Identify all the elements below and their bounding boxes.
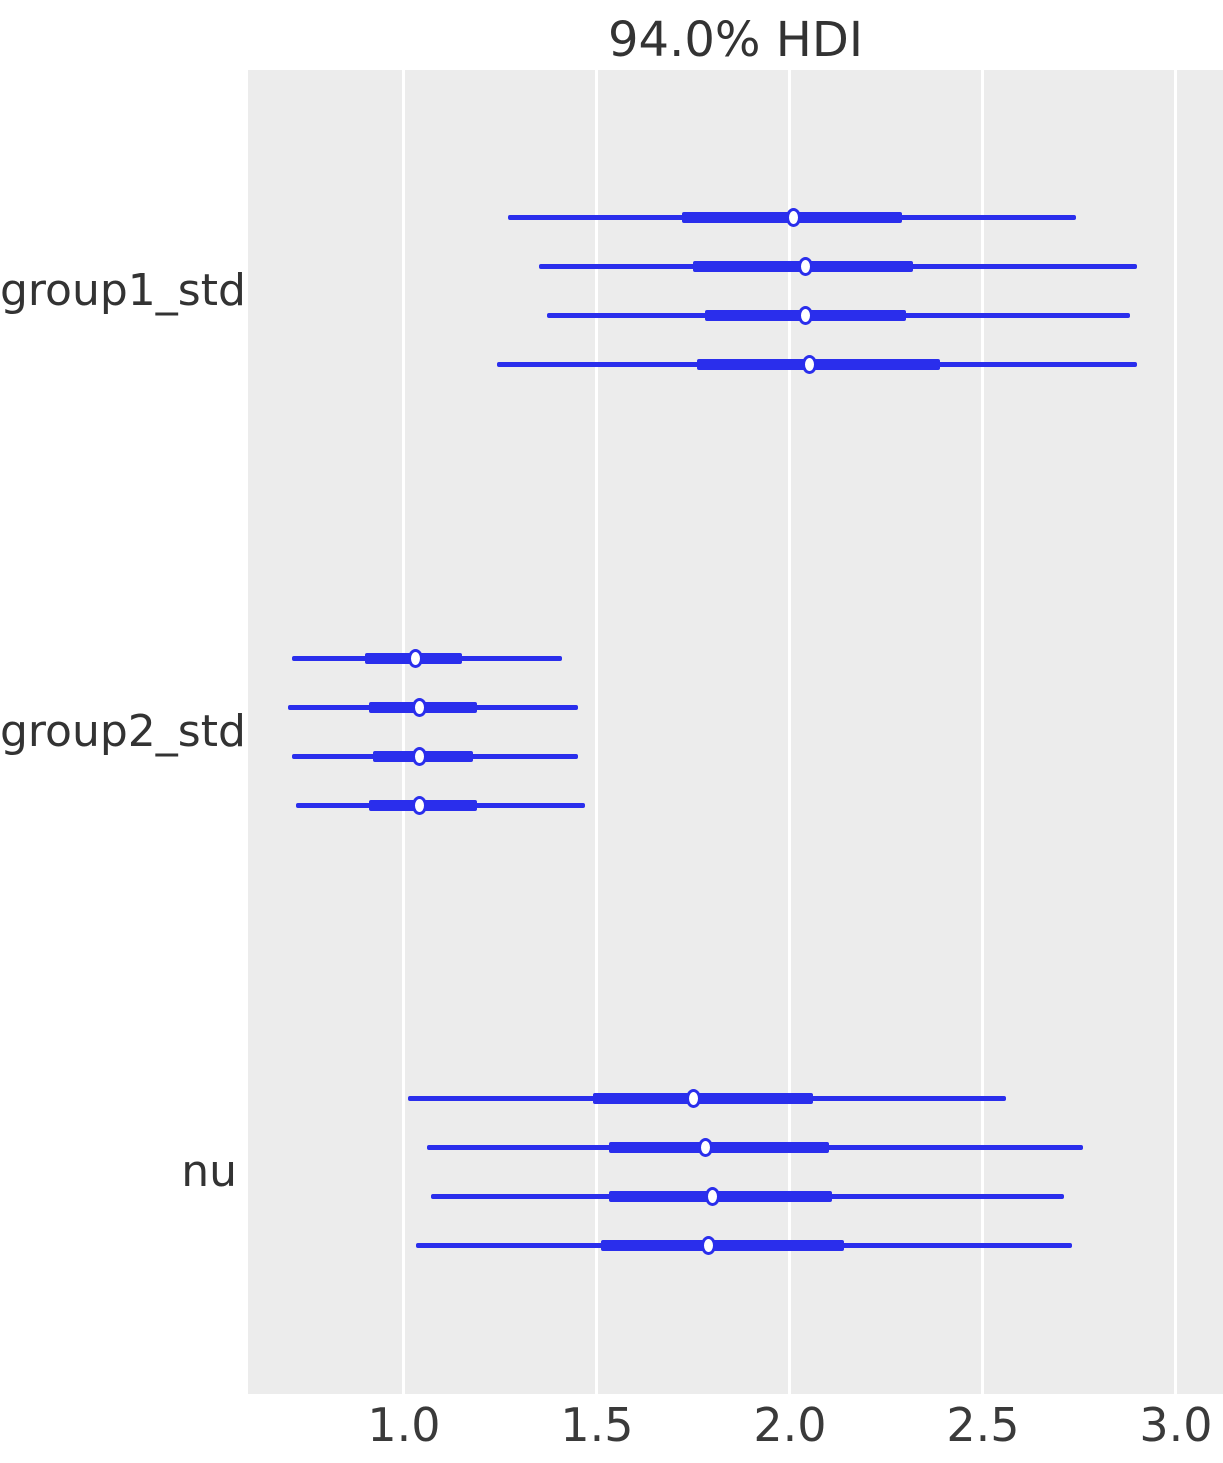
- median-marker: [697, 1137, 713, 1157]
- median-marker: [411, 747, 427, 767]
- iqr-line: [608, 1141, 829, 1153]
- x-tick-label: 2.5: [946, 1398, 1020, 1452]
- median-marker: [411, 697, 427, 717]
- median-marker: [797, 256, 813, 276]
- median-marker: [685, 1088, 701, 1108]
- iqr-line: [593, 1092, 814, 1104]
- x-tick-label: 1.5: [560, 1398, 634, 1452]
- gridline: [402, 70, 406, 1394]
- iqr-line: [608, 1191, 833, 1203]
- x-tick-label: 1.0: [367, 1398, 441, 1452]
- median-marker: [705, 1187, 721, 1207]
- median-marker: [701, 1236, 717, 1256]
- gridline: [1174, 70, 1178, 1394]
- x-tick-label: 3.0: [1139, 1398, 1213, 1452]
- median-marker: [801, 355, 817, 375]
- chart-title: 94.0% HDI: [608, 12, 863, 68]
- y-tick-label: nu: [181, 1146, 237, 1197]
- median-marker: [408, 648, 424, 668]
- x-tick-label: 2.0: [753, 1398, 827, 1452]
- median-marker: [797, 306, 813, 326]
- median-marker: [411, 796, 427, 816]
- median-marker: [786, 207, 802, 227]
- gridline: [788, 70, 792, 1394]
- iqr-line: [697, 359, 941, 371]
- gridline: [981, 70, 985, 1394]
- y-tick-label: group2_std: [0, 706, 246, 757]
- plot-area: [248, 70, 1223, 1394]
- gridline: [595, 70, 599, 1394]
- iqr-line: [600, 1240, 844, 1252]
- y-tick-label: group1_std: [0, 265, 246, 316]
